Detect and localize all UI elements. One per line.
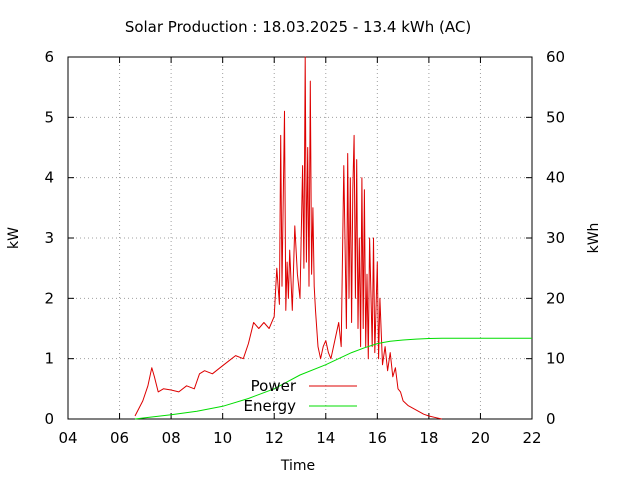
y-tick-label-right: 10 [546, 350, 565, 368]
x-tick-label: 10 [213, 429, 232, 447]
y-tick-label-left: 4 [44, 169, 54, 187]
legend-label-power: Power [251, 377, 297, 395]
series-layer [134, 56, 532, 420]
x-tick-label: 08 [162, 429, 181, 447]
legend-label-energy: Energy [243, 397, 296, 415]
chart-title: Solar Production : 18.03.2025 - 13.4 kWh… [125, 18, 471, 36]
y-tick-label-right: 0 [546, 410, 556, 428]
x-tick-label: 04 [58, 429, 77, 447]
x-tick-label: 14 [316, 429, 335, 447]
x-tick-label: 18 [419, 429, 438, 447]
x-axis-label: Time [280, 458, 315, 474]
legend: Power Energy [243, 377, 357, 415]
y-tick-label-right: 30 [546, 229, 565, 247]
y-tick-label-left: 5 [44, 108, 54, 126]
y-tick-label-right: 50 [546, 108, 565, 126]
x-tick-label: 12 [265, 429, 284, 447]
y-tick-label-left: 3 [44, 229, 54, 247]
x-tick-label: 20 [471, 429, 490, 447]
y-tick-label-right: 60 [546, 48, 565, 66]
grid-lines [68, 57, 532, 419]
x-tick-label: 22 [522, 429, 541, 447]
series-line-power [134, 56, 442, 420]
y-tick-label-left: 1 [44, 350, 54, 368]
y-tick-label-right: 40 [546, 169, 565, 187]
y-tick-label-left: 2 [44, 289, 54, 307]
y-tick-label-left: 6 [44, 48, 54, 66]
x-tick-label: 16 [368, 429, 387, 447]
y-axis-label-right: kWh [586, 223, 602, 254]
x-tick-label: 06 [110, 429, 129, 447]
y-tick-label-right: 20 [546, 289, 565, 307]
y-tick-label-left: 0 [44, 410, 54, 428]
y-axis-label-left: kW [6, 227, 22, 249]
series-line-energy [134, 337, 532, 420]
